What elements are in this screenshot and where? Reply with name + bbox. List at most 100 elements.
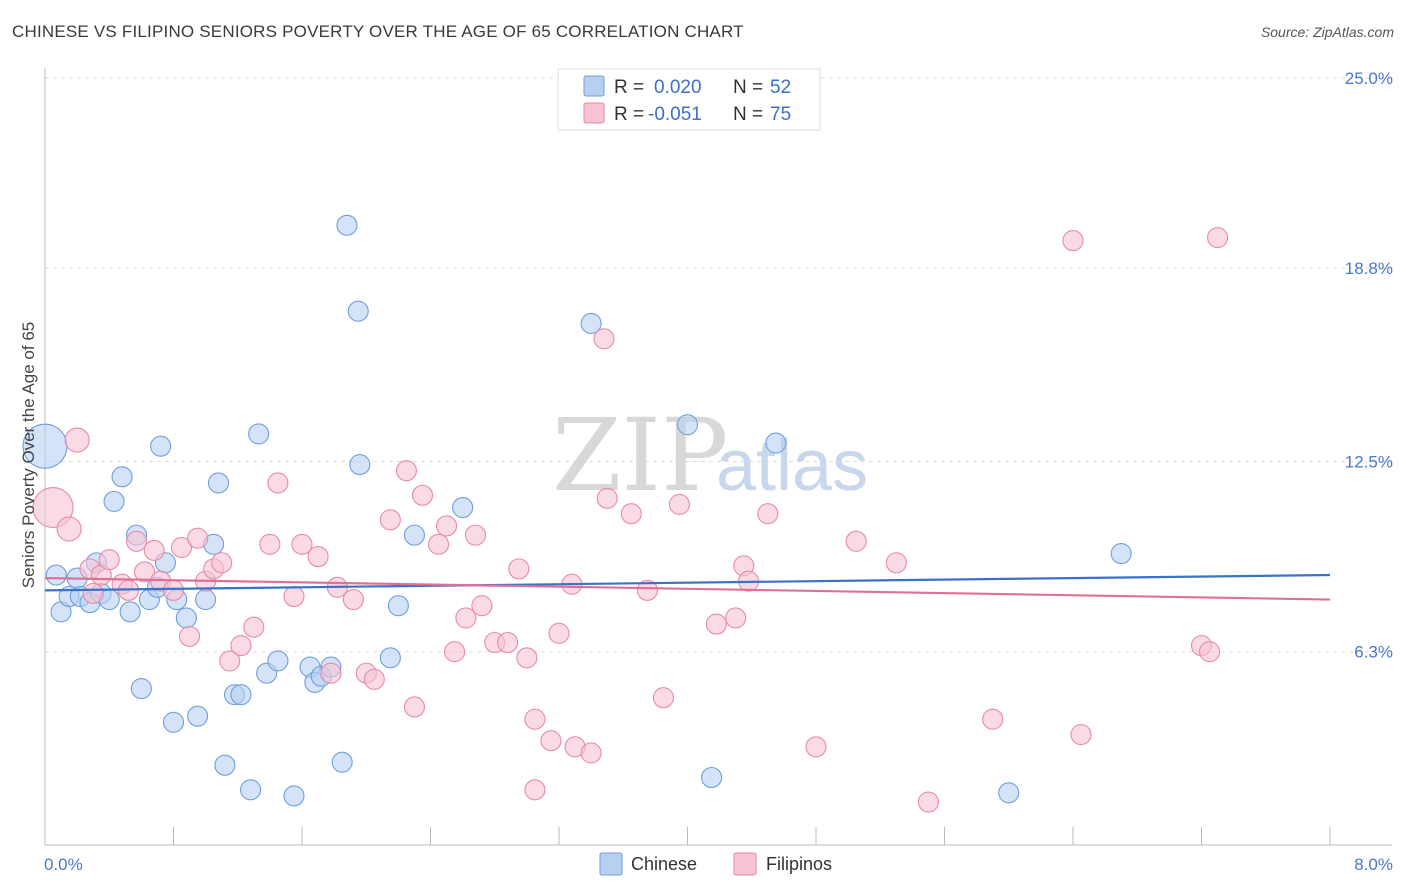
- legend-r-label-filipinos: R =: [614, 104, 644, 125]
- bottom-legend-swatch-filipinos: [733, 852, 757, 876]
- legend-r-label-chinese: R =: [614, 77, 644, 98]
- point-filipinos-36: [427, 533, 450, 555]
- tick-labels: 6.3% 12.5% 18.8% 25.0% 0.0% 8.0%: [44, 69, 1393, 874]
- point-filipinos-34: [403, 696, 425, 718]
- point-filipinos-67: [982, 708, 1004, 730]
- point-filipinos-15: [187, 527, 209, 549]
- point-filipinos-14: [179, 625, 201, 647]
- point-filipinos-55: [636, 579, 658, 601]
- point-filipinos-20: [230, 635, 252, 657]
- point-filipinos-74: [82, 582, 104, 604]
- watermark-zip: ZIP: [552, 397, 728, 514]
- correlation-legend: R = 0.020 N = 52 R = -0.051 N = 75: [557, 68, 821, 131]
- legend-r-value-filipinos: -0.051: [648, 104, 702, 125]
- point-filipinos-23: [267, 472, 289, 494]
- point-filipinos-0: [32, 486, 74, 529]
- point-chinese-42: [379, 647, 401, 669]
- point-chinese-22: [187, 705, 209, 727]
- legend-n-value-filipinos: 75: [770, 104, 791, 125]
- point-chinese-48: [701, 766, 723, 789]
- point-filipinos-1: [56, 516, 82, 542]
- point-filipinos-54: [620, 503, 642, 525]
- point-chinese-29: [240, 779, 262, 801]
- legend-n-label-filipinos: N =: [733, 104, 763, 125]
- point-chinese-28: [230, 684, 252, 706]
- point-chinese-25: [207, 472, 230, 494]
- point-filipinos-62: [757, 503, 779, 525]
- point-chinese-14: [130, 677, 152, 700]
- point-filipinos-18: [211, 552, 233, 574]
- point-chinese-38: [331, 751, 353, 773]
- point-filipinos-12: [162, 579, 185, 601]
- point-chinese-10: [103, 490, 125, 512]
- point-filipinos-48: [548, 622, 570, 644]
- point-chinese-43: [387, 595, 409, 617]
- point-filipinos-73: [524, 779, 546, 801]
- y-axis-label: Seniors Poverty Over the Age of 65: [19, 322, 38, 588]
- point-filipinos-47: [540, 730, 562, 752]
- point-filipinos-59: [725, 607, 747, 629]
- point-chinese-33: [283, 785, 305, 807]
- watermark-atlas: atlas: [716, 426, 868, 506]
- point-chinese-39: [336, 214, 358, 236]
- point-filipinos-71: [1198, 641, 1221, 663]
- point-chinese-45: [452, 496, 474, 519]
- point-filipinos-68: [1062, 230, 1084, 252]
- point-filipinos-64: [845, 530, 867, 552]
- point-chinese-44: [403, 524, 425, 546]
- grid-lines: [45, 77, 1392, 653]
- point-filipinos-46: [524, 708, 546, 730]
- point-filipinos-72: [1207, 226, 1229, 249]
- point-filipinos-10: [143, 539, 165, 562]
- point-filipinos-2: [64, 427, 90, 453]
- point-filipinos-24: [283, 585, 305, 608]
- point-chinese-23: [195, 589, 217, 611]
- point-chinese-12: [119, 601, 141, 623]
- point-filipinos-65: [885, 552, 907, 574]
- series-legend: Chinese Filipinos: [599, 852, 832, 876]
- point-filipinos-53: [596, 487, 618, 509]
- point-chinese-50: [998, 782, 1020, 804]
- point-filipinos-8: [126, 530, 148, 552]
- point-filipinos-9: [134, 561, 156, 583]
- point-chinese-26: [214, 754, 236, 776]
- legend-r-value-chinese: 0.020: [654, 77, 702, 98]
- point-chinese-17: [150, 435, 172, 457]
- x-tick-label-min: 0.0%: [44, 855, 83, 874]
- point-filipinos-29: [342, 589, 364, 611]
- point-filipinos-57: [668, 493, 691, 516]
- point-chinese-19: [162, 711, 185, 733]
- point-filipinos-52: [593, 328, 615, 350]
- point-chinese-21: [175, 607, 197, 629]
- point-chinese-1: [45, 564, 67, 586]
- point-filipinos-51: [580, 742, 602, 764]
- x-tick-label-max: 8.0%: [1354, 855, 1393, 874]
- point-chinese-46: [580, 312, 602, 334]
- point-filipinos-27: [320, 662, 342, 684]
- trend-lines: [44, 573, 1331, 601]
- point-filipinos-33: [395, 460, 417, 482]
- point-filipinos-21: [243, 616, 265, 638]
- point-filipinos-22: [259, 533, 281, 555]
- point-filipinos-63: [805, 736, 827, 758]
- point-chinese-51: [1110, 542, 1132, 565]
- point-filipinos-56: [652, 687, 674, 709]
- point-chinese-30: [248, 423, 270, 445]
- chart-title: CHINESE VS FILIPINO SENIORS POVERTY OVER…: [12, 22, 744, 41]
- point-filipinos-40: [464, 524, 487, 546]
- point-filipinos-32: [379, 509, 401, 531]
- legend-n-label-chinese: N =: [733, 77, 763, 98]
- trend-line-filipinos: [44, 576, 1331, 601]
- y-tick-label-1: 12.5%: [1345, 453, 1393, 472]
- point-chinese-49: [765, 432, 787, 454]
- point-filipinos-25: [291, 533, 313, 555]
- source-label: Source: ZipAtlas.com: [1260, 24, 1394, 40]
- y-tick-label-0: 6.3%: [1354, 643, 1393, 662]
- point-filipinos-31: [363, 668, 385, 690]
- point-filipinos-69: [1070, 724, 1092, 746]
- point-filipinos-45: [516, 647, 538, 669]
- point-filipinos-37: [436, 515, 458, 537]
- point-chinese-11: [111, 466, 133, 488]
- y-tick-label-2: 18.8%: [1345, 259, 1393, 278]
